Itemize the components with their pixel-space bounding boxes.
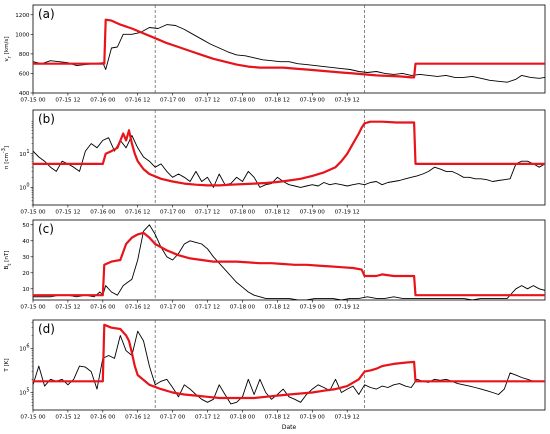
y-tick-label: 400 <box>19 91 30 97</box>
panel-label: (c) <box>38 222 54 236</box>
y-axis-label: n [cm-3] <box>1 146 10 169</box>
x-tick-label: 07-19 12 <box>335 98 360 104</box>
x-axis-label: Date <box>282 424 297 431</box>
y-tick-label: 10 <box>22 287 30 293</box>
y-axis-label: T [K] <box>4 358 10 372</box>
plot-frame <box>32 219 546 301</box>
x-tick-label: 07-16 12 <box>125 98 150 104</box>
x-tick-label: 07-15 00 <box>20 415 46 421</box>
x-tick-label: 07-18 00 <box>230 305 256 311</box>
y-tick-label: 105 <box>19 388 29 397</box>
x-tick-label: 07-16 00 <box>90 305 116 311</box>
x-tick-label: 07-17 12 <box>195 98 220 104</box>
panel-label: (b) <box>38 112 55 126</box>
y-tick-label: 1200 <box>15 13 30 19</box>
model-series-line <box>33 120 545 187</box>
y-tick-label: 101 <box>19 149 29 158</box>
x-tick-label: 07-19 12 <box>335 305 360 311</box>
model-series-line <box>33 323 545 400</box>
x-tick-label: 07-15 00 <box>20 98 46 104</box>
y-tick-label: 600 <box>19 71 30 77</box>
panel-2: 07-15 00 07-15 12 07-16 00 07-16 12 07-17 00… <box>1 109 546 216</box>
observed-series-line <box>33 224 545 300</box>
x-tick-label: 07-16 12 <box>125 305 150 311</box>
x-tick-label: 07-16 12 <box>125 415 150 421</box>
panel-4: 07-15 00 07-15 12 07-16 00 07-16 12 07-17 00… <box>4 319 546 421</box>
x-tick-label: 07-16 00 <box>90 210 116 216</box>
x-tick-label: 07-19 00 <box>300 415 326 421</box>
x-tick-label: 07-18 00 <box>230 210 256 216</box>
y-tick-label: 106 <box>19 344 29 353</box>
plot-frame <box>32 319 546 411</box>
x-tick-label: 07-18 12 <box>265 415 290 421</box>
y-tick-label: 50 <box>22 223 30 229</box>
x-tick-label: 07-19 00 <box>300 305 326 311</box>
x-tick-label: 07-17 00 <box>160 210 186 216</box>
y-tick-label: 30 <box>22 255 30 261</box>
x-tick-label: 07-18 00 <box>230 415 256 421</box>
x-tick-label: 07-17 12 <box>195 305 220 311</box>
y-tick-label: 40 <box>22 239 30 245</box>
y-axis-label: Bt [nT] <box>4 251 13 270</box>
observed-series-line <box>33 24 545 83</box>
plot-frame <box>32 109 546 206</box>
y-tick-label: 1000 <box>15 32 30 38</box>
x-tick-label: 07-17 00 <box>160 98 186 104</box>
x-tick-label: 07-17 00 <box>160 305 186 311</box>
y-tick-label: 20 <box>22 271 30 277</box>
x-tick-label: 07-15 12 <box>55 98 80 104</box>
plot-frame <box>32 4 546 94</box>
x-tick-label: 07-16 00 <box>90 98 116 104</box>
x-tick-label: 07-19 12 <box>335 210 360 216</box>
x-tick-label: 07-17 00 <box>160 415 186 421</box>
panel-1: 07-15 00 07-15 12 07-16 00 07-16 12 07-17 00… <box>4 4 546 104</box>
x-tick-label: 07-15 12 <box>55 210 80 216</box>
x-tick-label: 07-19 00 <box>300 210 326 216</box>
model-series-line <box>33 231 545 297</box>
y-axis-label: vr [km/s] <box>4 36 13 61</box>
panel-label: (d) <box>38 322 55 336</box>
model-series-line <box>33 18 545 79</box>
x-tick-label: 07-19 12 <box>335 415 360 421</box>
x-tick-label: 07-16 12 <box>125 210 150 216</box>
panel-3: 07-15 00 07-15 12 07-16 00 07-16 12 07-17 00… <box>4 219 546 311</box>
x-tick-label: 07-16 00 <box>90 415 116 421</box>
x-tick-label: 07-15 00 <box>20 210 46 216</box>
y-tick-label: 800 <box>19 52 30 58</box>
x-tick-label: 07-15 00 <box>20 305 46 311</box>
x-tick-label: 07-18 00 <box>230 98 256 104</box>
observed-series-line <box>33 330 545 405</box>
x-tick-label: 07-18 12 <box>265 305 290 311</box>
x-tick-label: 07-15 12 <box>55 305 80 311</box>
y-tick-label: 100 <box>19 182 29 191</box>
x-tick-label: 07-19 00 <box>300 98 326 104</box>
x-tick-label: 07-17 12 <box>195 415 220 421</box>
x-tick-label: 07-15 12 <box>55 415 80 421</box>
x-tick-label: 07-17 12 <box>195 210 220 216</box>
x-tick-label: 07-18 12 <box>265 210 290 216</box>
panel-label: (a) <box>38 7 55 21</box>
x-tick-label: 07-18 12 <box>265 98 290 104</box>
